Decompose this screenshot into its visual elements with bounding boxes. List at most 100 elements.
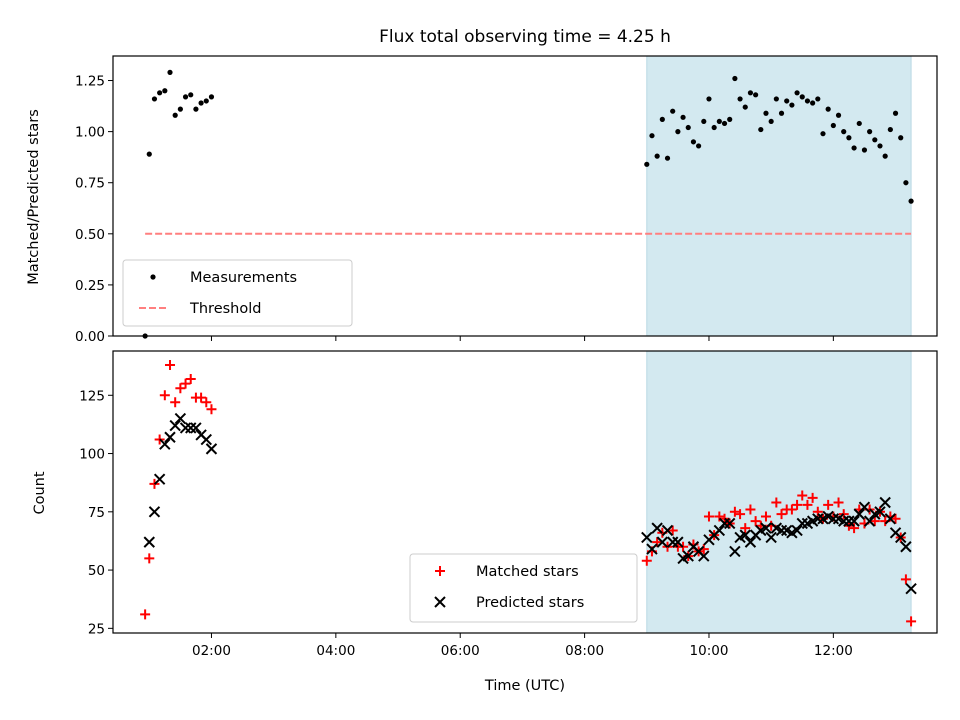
top-series-measurements-point bbox=[799, 94, 805, 100]
bottom-series-matched-stars-point bbox=[750, 516, 761, 527]
top-series-measurements-point bbox=[151, 96, 158, 102]
top-series-measurements-point bbox=[198, 100, 204, 106]
bottom-series-matched-stars-point bbox=[812, 506, 823, 517]
bottom-series-matched-stars-point bbox=[714, 511, 725, 522]
bottom-series-predicted-stars-point bbox=[646, 543, 658, 555]
x-tick-label: 04:00 bbox=[316, 643, 355, 659]
bottom-series-predicted-stars-point bbox=[739, 529, 751, 541]
top-series-measurements-point bbox=[856, 120, 862, 127]
top-series-measurements-point bbox=[167, 69, 173, 75]
top-series-measurements-point bbox=[825, 106, 831, 112]
bottom-legend-matched-stars-marker bbox=[435, 566, 445, 576]
top-series-measurements-point bbox=[654, 153, 660, 159]
bottom-series-predicted-stars-point bbox=[190, 422, 202, 434]
x-tick-label: 02:00 bbox=[192, 643, 231, 659]
top-series-measurements-point bbox=[193, 106, 199, 112]
top-series-measurements-point bbox=[157, 90, 163, 96]
bottom-series-matched-stars-point bbox=[802, 499, 813, 510]
bottom-y-tick-label: 100 bbox=[79, 447, 105, 463]
bottom-series-matched-stars-point bbox=[776, 509, 787, 520]
bottom-series-predicted-stars-point bbox=[843, 515, 855, 527]
top-series-measurements-point bbox=[903, 180, 909, 186]
bottom-series-matched-stars-point bbox=[823, 499, 834, 510]
bottom-series-predicted-stars-point bbox=[884, 513, 897, 525]
top-series-measurements-point bbox=[685, 124, 691, 131]
bottom-series-matched-stars-point bbox=[165, 359, 176, 370]
top-series-measurements-point bbox=[898, 135, 904, 141]
bottom-series-matched-stars-point bbox=[140, 609, 151, 620]
bottom-series-predicted-stars-point bbox=[672, 536, 684, 548]
top-series-measurements-point bbox=[162, 88, 168, 94]
bottom-series-predicted-stars-point bbox=[905, 583, 917, 595]
top-series-measurements-point bbox=[794, 90, 800, 96]
x-tick-label: 08:00 bbox=[565, 643, 604, 659]
bottom-series-matched-stars-point bbox=[786, 504, 797, 515]
bottom-series-matched-stars-point bbox=[175, 383, 186, 394]
bottom-series-predicted-stars-point bbox=[729, 545, 741, 558]
bottom-y-tick-label: 75 bbox=[88, 505, 105, 521]
bottom-legend-predicted-stars-label: Predicted stars bbox=[476, 595, 584, 611]
top-series-measurements-point bbox=[872, 137, 878, 143]
bottom-series-predicted-stars-point bbox=[159, 438, 171, 450]
x-tick-label: 06:00 bbox=[441, 643, 480, 659]
top-y-axis-label: Matched/Predicted stars bbox=[26, 109, 42, 285]
bottom-series-matched-stars-point bbox=[869, 516, 880, 527]
bottom-series-matched-stars-point bbox=[771, 497, 782, 508]
bottom-series-predicted-stars-point bbox=[718, 517, 731, 530]
top-series-measurements-point bbox=[747, 90, 754, 96]
bottom-series-matched-stars-point bbox=[652, 537, 663, 548]
top-series-measurements-point bbox=[670, 108, 676, 114]
bottom-series-matched-stars-point bbox=[792, 499, 803, 510]
x-tick-label: 10:00 bbox=[690, 643, 729, 659]
top-y-tick-label: 0.00 bbox=[75, 329, 105, 345]
top-series-measurements-point bbox=[867, 129, 873, 135]
bottom-axes-frame bbox=[112, 350, 938, 634]
bottom-series-predicted-stars-point bbox=[760, 522, 772, 534]
bottom-panel: 25 50 75 100 125 02:00 04:00 06:00 08:00 10:00 12:… bbox=[79, 350, 938, 659]
bottom-series-matched-stars-point bbox=[185, 373, 196, 384]
top-series-measurements-point bbox=[649, 133, 655, 139]
bottom-series-matched-stars-point bbox=[641, 555, 652, 566]
bottom-series-predicted-stars-point bbox=[185, 422, 197, 434]
top-series-measurements-point bbox=[877, 143, 883, 149]
top-series-measurements-point bbox=[182, 94, 189, 100]
top-series-measurements-point bbox=[815, 96, 821, 102]
top-series-measurements-point bbox=[784, 98, 790, 104]
top-series-measurements-point bbox=[701, 118, 707, 125]
bottom-series-predicted-stars-point bbox=[900, 541, 912, 553]
top-series-measurements-point bbox=[644, 161, 650, 167]
bottom-series-matched-stars-point bbox=[797, 490, 808, 501]
top-series-measurements-point bbox=[675, 129, 681, 135]
chart-title: Flux total observing time = 4.25 h bbox=[379, 27, 671, 47]
bottom-series-predicted-stars-point bbox=[651, 522, 663, 534]
bottom-series-predicted-stars-point bbox=[205, 443, 218, 455]
bottom-series-predicted-stars-point bbox=[148, 506, 161, 518]
bottom-series-predicted-stars-point bbox=[775, 524, 788, 537]
bottom-series-predicted-stars-point bbox=[827, 513, 840, 525]
top-series-measurements-point bbox=[908, 198, 914, 204]
top-series-measurements-point bbox=[680, 114, 686, 120]
bottom-series-predicted-stars-point bbox=[698, 550, 710, 562]
top-series-measurements-point bbox=[851, 145, 857, 151]
bottom-series-predicted-stars-point bbox=[895, 531, 907, 544]
bottom-series-predicted-stars-point bbox=[153, 473, 166, 485]
bottom-series-predicted-stars-point bbox=[874, 506, 886, 518]
bottom-series-predicted-stars-point bbox=[858, 501, 871, 513]
bottom-series-predicted-stars-point bbox=[200, 433, 212, 446]
top-series-measurements-point bbox=[721, 120, 728, 127]
bottom-series-predicted-stars-point bbox=[682, 550, 694, 562]
top-series-measurements-point bbox=[696, 143, 702, 149]
top-panel: 0.00 0.25 0.50 0.75 1.00 1.25 Measurements Thre… bbox=[75, 55, 938, 345]
top-y-tick-label: 0.25 bbox=[75, 278, 105, 294]
bottom-series-matched-stars-point bbox=[667, 525, 678, 536]
bottom-series-predicted-stars-point bbox=[796, 517, 808, 530]
bottom-series-predicted-stars-point bbox=[169, 419, 181, 432]
top-series-measurements-point bbox=[789, 102, 795, 108]
top-series-measurements-point bbox=[753, 92, 759, 98]
top-axes-frame bbox=[112, 55, 938, 337]
top-series-measurements-point bbox=[208, 94, 215, 100]
bottom-series-matched-stars-point bbox=[740, 523, 751, 534]
top-series-measurements-point bbox=[861, 147, 868, 153]
top-series-measurements-point bbox=[887, 126, 893, 133]
